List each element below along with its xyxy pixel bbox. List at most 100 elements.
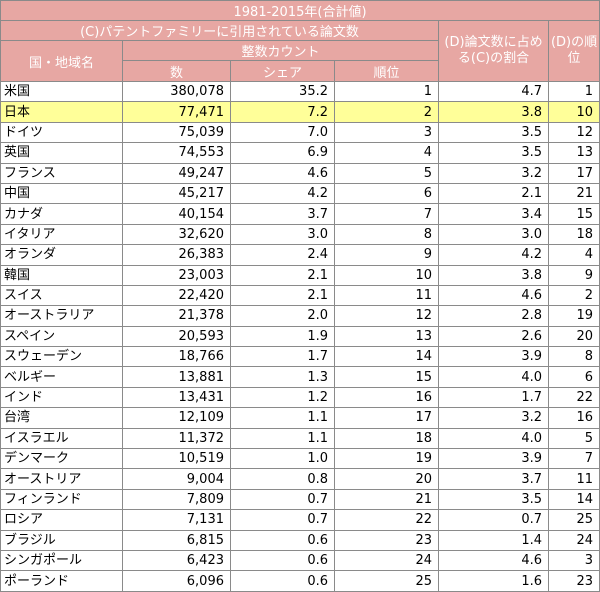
ratio-cell: 3.9 — [438, 448, 549, 470]
table-row: スペイン 20,593 1.9 13 2.6 20 — [0, 325, 600, 348]
d-rank-cell: 17 — [547, 162, 600, 184]
ratio-cell: 3.8 — [438, 264, 549, 286]
share-cell: 2.4 — [230, 244, 335, 266]
share-cell: 0.7 — [230, 509, 335, 531]
share-cell: 1.1 — [230, 407, 335, 429]
rank-cell: 4 — [334, 142, 439, 164]
country-cell: フランス — [0, 162, 123, 184]
d-rank-header: (D)の順位 — [547, 20, 600, 82]
table-row: ブラジル 6,815 0.6 23 1.4 24 — [0, 529, 600, 551]
country-cell: 日本 — [0, 101, 123, 123]
ratio-cell: 3.2 — [438, 162, 549, 184]
ratio-cell: 4.0 — [438, 366, 549, 388]
d-rank-cell: 10 — [547, 101, 600, 123]
share-cell: 0.7 — [230, 488, 335, 511]
rank-cell: 6 — [334, 182, 439, 205]
rank-cell: 5 — [334, 162, 439, 184]
ratio-cell: 3.2 — [438, 407, 549, 429]
rank-cell: 23 — [334, 529, 439, 551]
ratio-cell: 3.7 — [438, 468, 549, 490]
count-cell: 6,423 — [122, 549, 231, 572]
table-row: イタリア 32,620 3.0 8 3.0 18 — [0, 223, 600, 246]
rank-cell: 9 — [334, 244, 439, 266]
table-row: インド 13,431 1.2 16 1.7 22 — [0, 386, 600, 409]
count-cell: 40,154 — [122, 203, 231, 225]
d-rank-cell: 1 — [547, 80, 600, 103]
rank-cell: 15 — [334, 366, 439, 388]
table-row: オーストリア 9,004 0.8 20 3.7 11 — [0, 468, 600, 490]
ratio-cell: 4.7 — [438, 80, 549, 103]
count-cell: 75,039 — [122, 121, 231, 144]
share-cell: 2.1 — [230, 284, 335, 307]
count-cell: 13,881 — [122, 366, 231, 388]
country-cell: オーストラリア — [0, 305, 123, 327]
d-rank-cell: 8 — [547, 346, 600, 368]
d-rank-cell: 22 — [547, 386, 600, 409]
country-cell: スウェーデン — [0, 346, 123, 368]
country-cell: 英国 — [0, 142, 123, 164]
table-row: スウェーデン 18,766 1.7 14 3.9 8 — [0, 346, 600, 368]
count-cell: 77,471 — [122, 101, 231, 123]
rank-cell: 19 — [334, 448, 439, 470]
count-cell: 18,766 — [122, 346, 231, 368]
table-row: ポーランド 6,096 0.6 25 1.6 23 — [0, 570, 600, 592]
rank-cell: 10 — [334, 264, 439, 286]
country-cell: デンマーク — [0, 448, 123, 470]
d-rank-cell: 21 — [547, 182, 600, 205]
country-cell: スペイン — [0, 325, 123, 348]
table-row: シンガポール 6,423 0.6 24 4.6 3 — [0, 549, 600, 572]
ratio-cell: 2.6 — [438, 325, 549, 348]
country-cell: 台湾 — [0, 407, 123, 429]
d-rank-cell: 9 — [547, 264, 600, 286]
family-group-header: (C)パテントファミリーに引用されている論文数 — [0, 20, 439, 41]
ratio-cell: 2.1 — [438, 182, 549, 205]
table-row: オーストラリア 21,378 2.0 12 2.8 19 — [0, 305, 600, 327]
share-cell: 7.2 — [230, 101, 335, 123]
country-cell: ブラジル — [0, 529, 123, 551]
table-row: ドイツ 75,039 7.0 3 3.5 12 — [0, 121, 600, 144]
rank-cell: 7 — [334, 203, 439, 225]
rank-cell: 25 — [334, 570, 439, 592]
country-cell: イタリア — [0, 223, 123, 246]
count-cell: 23,003 — [122, 264, 231, 286]
country-cell: 中国 — [0, 182, 123, 205]
count-cell: 380,078 — [122, 80, 231, 103]
share-cell: 6.9 — [230, 142, 335, 164]
country-cell: シンガポール — [0, 549, 123, 572]
country-cell: インド — [0, 386, 123, 409]
count-cell: 13,431 — [122, 386, 231, 409]
share-cell: 1.1 — [230, 427, 335, 450]
d-rank-cell: 25 — [547, 509, 600, 531]
d-rank-cell: 19 — [547, 305, 600, 327]
count-cell: 21,378 — [122, 305, 231, 327]
rank-cell: 8 — [334, 223, 439, 246]
ratio-cell: 1.4 — [438, 529, 549, 551]
share-cell: 0.6 — [230, 570, 335, 592]
table-row: 韓国 23,003 2.1 10 3.8 9 — [0, 264, 600, 286]
share-cell: 0.6 — [230, 549, 335, 572]
d-rank-cell: 6 — [547, 366, 600, 388]
ratio-cell: 3.9 — [438, 346, 549, 368]
rank-cell: 1 — [334, 80, 439, 103]
country-header: 国・地域名 — [0, 40, 123, 82]
table-row: 英国 74,553 6.9 4 3.5 13 — [0, 142, 600, 164]
count-cell: 9,004 — [122, 468, 231, 490]
ratio-cell: 1.7 — [438, 386, 549, 409]
count-cell: 7,809 — [122, 488, 231, 511]
ratio-cell: 4.6 — [438, 284, 549, 307]
count-header: 数 — [122, 60, 231, 82]
count-cell: 6,815 — [122, 529, 231, 551]
table-row: スイス 22,420 2.1 11 4.6 2 — [0, 284, 600, 307]
integer-count-header: 整数カウント — [122, 40, 439, 61]
rank-cell: 3 — [334, 121, 439, 144]
ratio-cell: 3.5 — [438, 488, 549, 511]
rank-cell: 21 — [334, 488, 439, 511]
table-row: フランス 49,247 4.6 5 3.2 17 — [0, 162, 600, 184]
d-rank-cell: 11 — [547, 468, 600, 490]
d-rank-cell: 23 — [547, 570, 600, 592]
share-cell: 1.0 — [230, 448, 335, 470]
share-cell: 2.0 — [230, 305, 335, 327]
country-cell: 韓国 — [0, 264, 123, 286]
count-cell: 74,553 — [122, 142, 231, 164]
count-cell: 7,131 — [122, 509, 231, 531]
